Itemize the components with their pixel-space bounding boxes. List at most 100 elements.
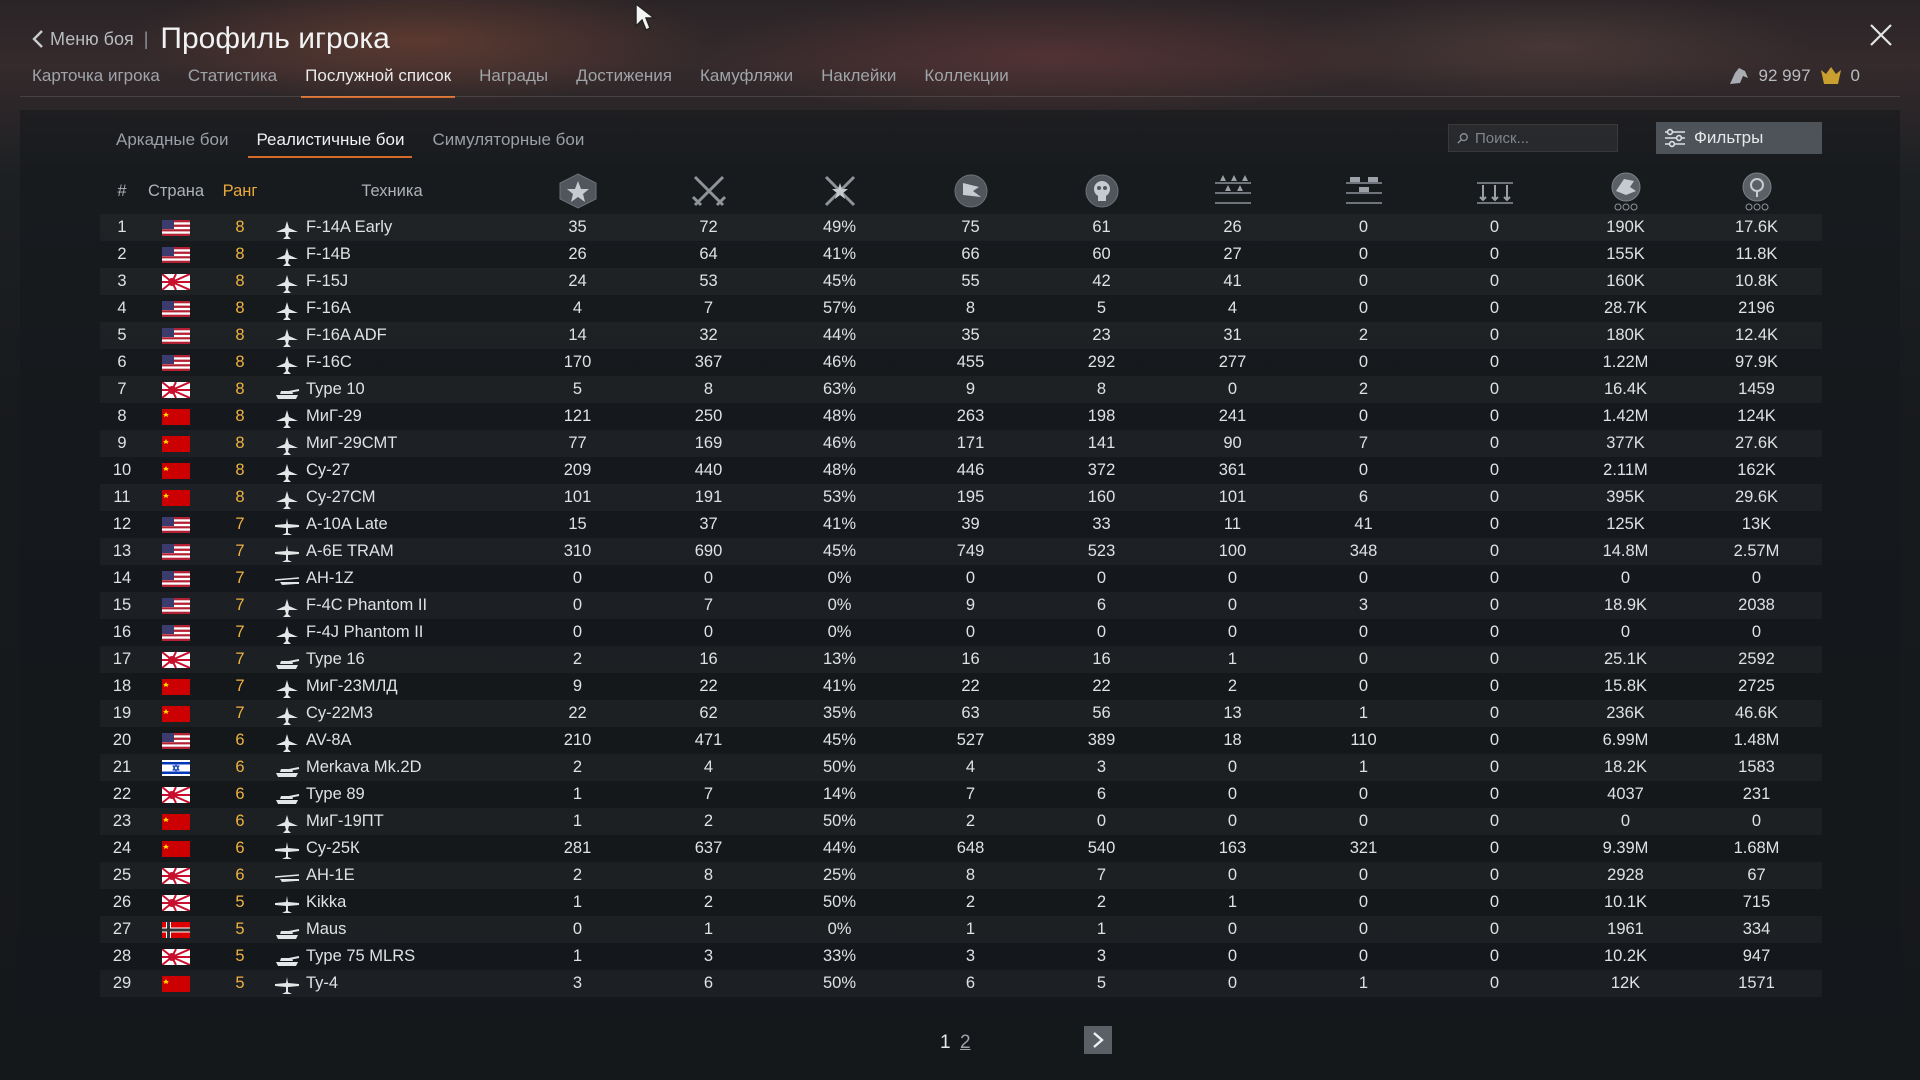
table-row[interactable]: 13 7 A-6E TRAM 310 690 45% 749 523 100 348 0 14.8M 2… bbox=[100, 538, 1822, 565]
next-page-button[interactable] bbox=[1084, 1026, 1112, 1054]
table-row[interactable]: 27 5 Maus 0 1 0% 1 1 0 0 0 1961 334 bbox=[100, 916, 1822, 943]
table-row[interactable]: 16 7 F-4J Phantom II 0 0 0% 0 0 0 0 0 0 0 bbox=[100, 619, 1822, 646]
country-flag bbox=[144, 349, 208, 376]
col-missions-header[interactable] bbox=[512, 168, 643, 214]
stat-lions: 11.8K bbox=[1735, 245, 1778, 263]
country-flag bbox=[144, 565, 208, 592]
col-country-header[interactable]: Страна bbox=[147, 181, 205, 200]
close-icon[interactable] bbox=[1866, 20, 1896, 50]
rank-cell: 7 bbox=[235, 596, 245, 614]
col-winrate-header[interactable] bbox=[774, 168, 905, 214]
table-row[interactable]: 26 5 Kikka 1 2 50% 2 2 1 0 0 10.1K 715 bbox=[100, 889, 1822, 916]
stat-respawns: 8 bbox=[965, 299, 976, 317]
col-battles-header[interactable] bbox=[643, 168, 774, 214]
row-number: 8 bbox=[117, 407, 127, 425]
table-row[interactable]: 4 8 F-16A 4 7 57% 8 5 4 0 0 28.7K 2196 bbox=[100, 295, 1822, 322]
rank-cell: 6 bbox=[235, 839, 245, 857]
table-row[interactable]: 1 8 F-14A Early 35 72 49% 75 61 26 0 0 190K 17.6K bbox=[100, 214, 1822, 241]
table-row[interactable]: 5 8 F-16A ADF 14 32 44% 35 23 31 2 0 180K 12.4K bbox=[100, 322, 1822, 349]
filters-button[interactable]: Фильтры bbox=[1656, 122, 1822, 154]
row-number: 12 bbox=[112, 515, 132, 533]
tab-1[interactable]: Статистика bbox=[187, 66, 278, 85]
usa-flag-icon bbox=[162, 246, 190, 263]
col-lions-header[interactable] bbox=[1691, 168, 1822, 214]
table-row[interactable]: 17 7 Type 16 2 16 13% 16 16 1 0 0 25.1K 2592 bbox=[100, 646, 1822, 673]
country-flag bbox=[144, 214, 208, 241]
stat-battles: 16 bbox=[699, 650, 718, 668]
table-row[interactable]: 2 8 F-14B 26 64 41% 66 60 27 0 0 155K 11.8K bbox=[100, 241, 1822, 268]
rank-cell: 8 bbox=[235, 488, 245, 506]
stat-missions: 2 bbox=[572, 758, 583, 776]
tab-3[interactable]: Награды bbox=[479, 66, 549, 85]
tab-0[interactable]: Карточка игрока bbox=[32, 66, 160, 85]
tab-7[interactable]: Коллекции bbox=[924, 66, 1009, 85]
table-row[interactable]: 8 8 МиГ-29 121 250 48% 263 198 241 0 0 1.42M 124K bbox=[100, 403, 1822, 430]
stat-eagles: 160K bbox=[1606, 272, 1645, 290]
ussr-flag-icon bbox=[162, 435, 190, 452]
mode-tab-0[interactable]: Аркадные бои bbox=[116, 130, 229, 149]
back-button[interactable]: Меню боя | Профиль игрока bbox=[32, 22, 390, 56]
tab-6[interactable]: Наклейки bbox=[821, 66, 897, 85]
ussr-flag-icon bbox=[162, 705, 190, 722]
attacker-icon bbox=[274, 544, 300, 562]
stat-respawns: 2 bbox=[965, 893, 976, 911]
search-input[interactable] bbox=[1473, 128, 1617, 148]
col-eagles-header[interactable] bbox=[1560, 168, 1691, 214]
table-row[interactable]: 18 7 МиГ-23МЛД 9 22 41% 22 22 2 0 0 15.8K 2725 bbox=[100, 673, 1822, 700]
stat-missions: 1 bbox=[572, 893, 583, 911]
table-row[interactable]: 20 6 AV-8A 210 471 45% 527 389 18 110 0 6.99M 1.48M bbox=[100, 727, 1822, 754]
table-row[interactable]: 14 7 AH-1Z 0 0 0% 0 0 0 0 0 0 0 bbox=[100, 565, 1822, 592]
row-number: 15 bbox=[112, 596, 132, 614]
table-row[interactable]: 28 5 Type 75 MLRS 1 3 33% 3 3 0 0 0 10.2K 947 bbox=[100, 943, 1822, 970]
stat-battles: 1 bbox=[703, 920, 714, 938]
stat-lions: 162K bbox=[1737, 461, 1776, 479]
stat-missions: 0 bbox=[572, 596, 583, 614]
table-row[interactable]: 23 6 МиГ-19ПТ 1 2 50% 2 0 0 0 0 0 0 bbox=[100, 808, 1822, 835]
vehicle-cell: Ту-4 bbox=[272, 970, 512, 997]
col-ground-kills-header[interactable] bbox=[1298, 168, 1429, 214]
table-row[interactable]: 7 8 Type 10 5 8 63% 9 8 0 2 0 16.4K 1459 bbox=[100, 376, 1822, 403]
col-respawns-header[interactable] bbox=[905, 168, 1036, 214]
stat-air-kills: 0 bbox=[1227, 974, 1238, 992]
tab-2[interactable]: Послужной список bbox=[291, 58, 465, 98]
table-row[interactable]: 21 6 Merkava Mk.2D 2 4 50% 4 3 0 1 0 18.2K 1583 bbox=[100, 754, 1822, 781]
col-deaths-header[interactable] bbox=[1036, 168, 1167, 214]
table-row[interactable]: 24 6 Су-25К 281 637 44% 648 540 163 321 0 9.39M 1.68… bbox=[100, 835, 1822, 862]
jet-icon bbox=[274, 220, 300, 239]
country-flag bbox=[144, 646, 208, 673]
table-row[interactable]: 29 5 Ту-4 3 6 50% 6 5 0 1 0 12K 1571 bbox=[100, 970, 1822, 997]
vehicle-cell: AH-1Z bbox=[272, 565, 512, 592]
table-row[interactable]: 15 7 F-4C Phantom II 0 7 0% 9 6 0 3 0 18.9K 2038 bbox=[100, 592, 1822, 619]
page-1-link[interactable]: 1 bbox=[940, 1032, 951, 1053]
row-number: 7 bbox=[117, 380, 127, 398]
tab-4[interactable]: Достижения bbox=[576, 66, 672, 85]
stat-ground-kills: 0 bbox=[1358, 569, 1369, 587]
mode-tab-1[interactable]: Реалистичные бои bbox=[242, 126, 418, 158]
page-2-link[interactable]: 2 bbox=[960, 1032, 971, 1053]
vehicle-cell: Merkava Mk.2D bbox=[272, 754, 512, 781]
stat-deaths: 540 bbox=[1087, 839, 1116, 857]
jet-icon bbox=[274, 247, 300, 266]
table-row[interactable]: 19 7 Су-22М3 22 62 35% 63 56 13 1 0 236K 46.6K bbox=[100, 700, 1822, 727]
table-row[interactable]: 6 8 F-16C 170 367 46% 455 292 277 0 0 1.22M 97.9K bbox=[100, 349, 1822, 376]
row-number: 21 bbox=[112, 758, 132, 776]
table-row[interactable]: 9 8 МиГ-29СМТ 77 169 46% 171 141 90 7 0 377K 27.6K bbox=[100, 430, 1822, 457]
col-air-kills-header[interactable] bbox=[1167, 168, 1298, 214]
tab-5[interactable]: Камуфляжи bbox=[700, 66, 794, 85]
stat-respawns: 2 bbox=[965, 812, 976, 830]
col-naval-kills-header[interactable] bbox=[1429, 168, 1560, 214]
table-row[interactable]: 22 6 Type 89 1 7 14% 7 6 0 0 0 4037 231 bbox=[100, 781, 1822, 808]
col-rank-header[interactable]: Ранг bbox=[222, 181, 258, 200]
japan-flag-icon bbox=[161, 947, 191, 966]
col-vehicle-header[interactable]: Техника bbox=[361, 181, 423, 200]
country-flag bbox=[144, 970, 208, 997]
table-row[interactable]: 10 8 Су-27 209 440 48% 446 372 361 0 0 2.11M 162K bbox=[100, 457, 1822, 484]
table-row[interactable]: 12 7 A-10A Late 15 37 41% 39 33 11 41 0 125K 13K bbox=[100, 511, 1822, 538]
mode-tab-2[interactable]: Симуляторные бои bbox=[432, 130, 585, 149]
country-flag bbox=[144, 889, 208, 916]
table-row[interactable]: 11 8 Су-27СМ 101 191 53% 195 160 101 6 0 395K 29.6K bbox=[100, 484, 1822, 511]
table-row[interactable]: 3 8 F-15J 24 53 45% 55 42 41 0 0 160K 10.8K bbox=[100, 268, 1822, 295]
stat-deaths: 523 bbox=[1087, 542, 1116, 560]
table-row[interactable]: 25 6 AH-1E 2 8 25% 8 7 0 0 0 2928 67 bbox=[100, 862, 1822, 889]
col-number-header[interactable]: # bbox=[117, 181, 127, 200]
